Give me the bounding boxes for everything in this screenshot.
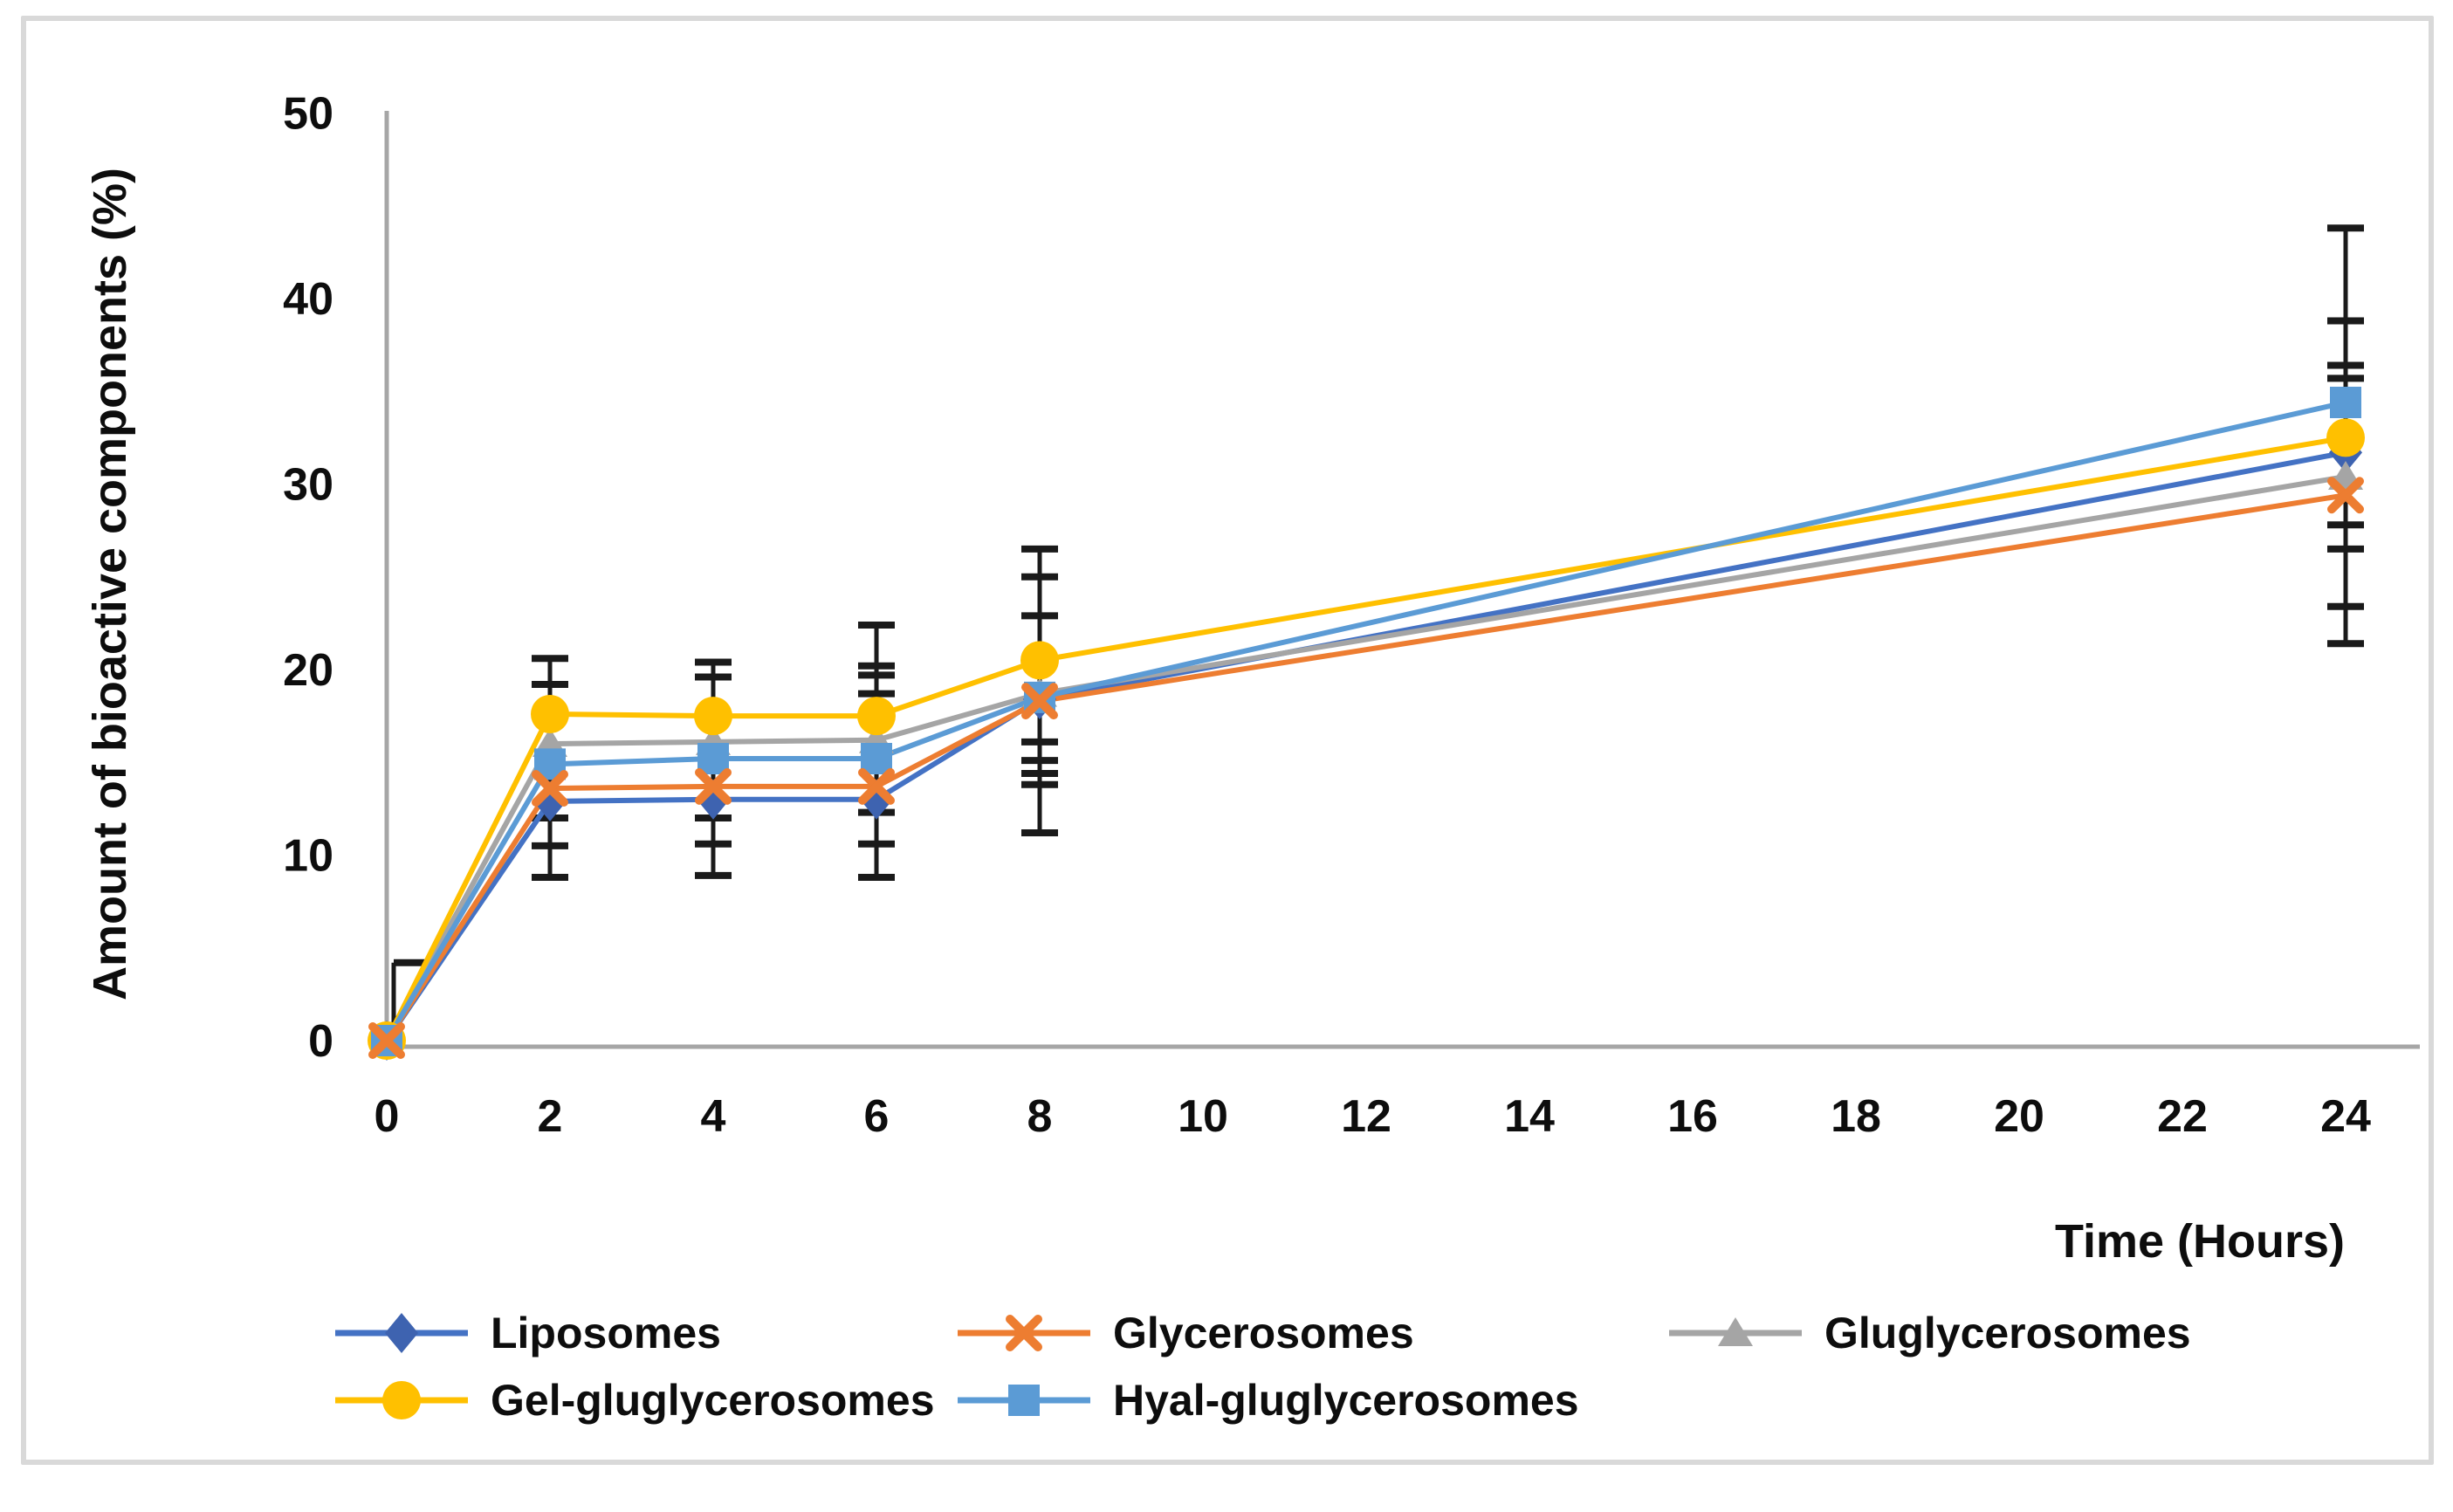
liposomes-diamond-icon — [335, 1313, 468, 1353]
axes — [384, 111, 2420, 1049]
y-axis-title: Amount of bioactive components (%) — [84, 167, 136, 1001]
data-point-marker-x — [695, 767, 732, 805]
series-line-hyal-gluglycerosomes — [384, 400, 2346, 1042]
legend-label: Liposomes — [491, 1309, 721, 1357]
legend-item-liposomes: Liposomes — [332, 1309, 721, 1357]
series-lines — [384, 400, 2346, 1042]
data-point-marker-x — [858, 767, 895, 805]
y-tick-label: 40 — [283, 274, 333, 325]
series-line-gel-gluglycerosomes — [384, 435, 2346, 1042]
legend-label: Gluglycerosomes — [1824, 1309, 2191, 1357]
data-point-marker-circle — [2326, 418, 2365, 457]
chart-figure-border: 0 10 20 30 40 50 0 2 4 6 8 10 12 14 16 18 20 22 24 Amount … — [21, 16, 2434, 1465]
legend-item-gel-gluglycerosomes: Gel-gluglycerosomes — [332, 1376, 935, 1425]
x-tick-label: 4 — [701, 1091, 726, 1142]
x-axis-title: Time (Hours) — [2054, 1215, 2346, 1268]
data-point-marker-circle — [857, 697, 896, 736]
data-point-marker-square — [1008, 1385, 1040, 1416]
data-point-markers — [368, 387, 2365, 1061]
y-tick-label: 20 — [283, 645, 333, 696]
hyal-gluglycerosomes-square-icon — [958, 1385, 1090, 1416]
legend-item-gluglycerosomes: Gluglycerosomes — [1666, 1309, 2191, 1357]
legend-item-glycerosomes: Glycerosomes — [954, 1309, 1414, 1357]
data-point-marker-x — [1006, 1315, 1042, 1351]
x-tick-label: 10 — [1178, 1091, 1228, 1142]
data-point-marker-triangle — [1718, 1317, 1753, 1346]
data-point-marker-square — [2330, 387, 2361, 418]
data-point-marker-circle — [382, 1381, 421, 1419]
data-point-marker-x — [368, 1022, 405, 1059]
x-tick-label: 2 — [538, 1091, 563, 1142]
data-point-marker-x — [2327, 477, 2364, 514]
data-point-marker-square — [861, 743, 892, 774]
y-tick-label: 30 — [283, 460, 333, 511]
legend-label: Hyal-gluglycerosomes — [1113, 1376, 1579, 1425]
legend-item-hyal-gluglycerosomes: Hyal-gluglycerosomes — [954, 1376, 1579, 1425]
legend-label: Gel-gluglycerosomes — [491, 1376, 935, 1425]
x-tick-label: 16 — [1667, 1091, 1718, 1142]
data-point-marker-square — [697, 743, 729, 774]
x-tick-label: 22 — [2157, 1091, 2208, 1142]
x-tick-label: 8 — [1027, 1091, 1053, 1142]
y-tick-label: 10 — [283, 831, 333, 882]
gel-gluglycerosomes-circle-icon — [335, 1381, 468, 1419]
x-tick-label: 24 — [2320, 1091, 2371, 1142]
gluglycerosomes-triangle-icon — [1669, 1317, 1802, 1346]
x-tick-label: 6 — [864, 1091, 890, 1142]
legend-label: Glycerosomes — [1113, 1309, 1414, 1357]
series-line-glycerosomes — [384, 492, 2346, 1042]
series-line-gluglycerosomes — [384, 474, 2346, 1042]
x-tick-label: 14 — [1504, 1091, 1555, 1142]
x-tick-label: 0 — [374, 1091, 400, 1142]
x-tick-label: 20 — [1994, 1091, 2044, 1142]
data-point-marker-diamond — [385, 1313, 418, 1353]
data-point-marker-circle — [531, 695, 569, 733]
x-tick-label: 12 — [1341, 1091, 1391, 1142]
y-tick-label: 0 — [308, 1016, 333, 1067]
data-point-marker-circle — [694, 697, 732, 736]
data-point-marker-x — [1021, 683, 1058, 720]
glycerosomes-x-icon — [958, 1315, 1090, 1351]
y-tick-label: 50 — [283, 89, 333, 140]
x-tick-label: 18 — [1831, 1091, 1881, 1142]
data-point-marker-x — [532, 770, 568, 807]
data-point-marker-circle — [1020, 641, 1059, 680]
